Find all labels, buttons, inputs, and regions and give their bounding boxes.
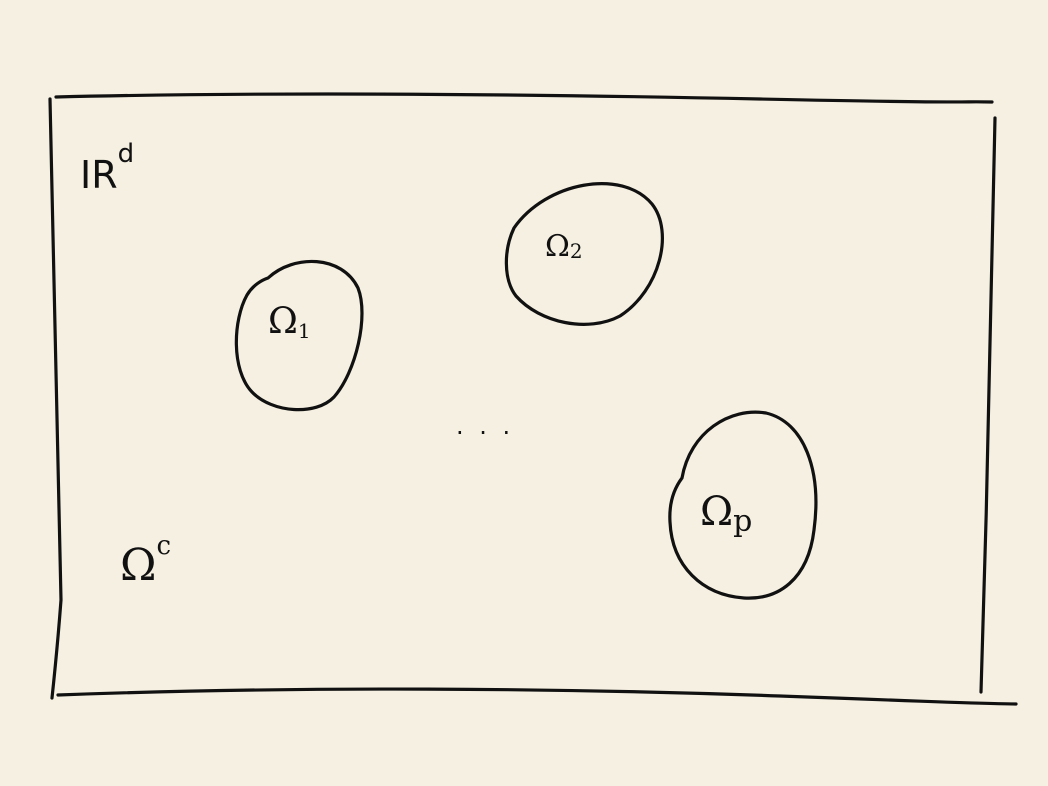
region-omega-2-subscript: 2 <box>570 239 583 263</box>
region-omega-2-boundary <box>504 182 664 326</box>
space-label-superscript: d <box>118 139 135 169</box>
complement-label-base: Ω <box>120 540 156 591</box>
complement-label: Ωc <box>120 531 171 591</box>
region-omega-p-symbol: Ω <box>700 489 733 535</box>
region-omega-2: Ω2 <box>504 182 664 326</box>
region-omega-1: Ω1 <box>234 259 364 412</box>
complement-label-superscript: c <box>156 531 171 561</box>
region-omega-1-symbol: Ω <box>268 301 298 342</box>
space-label: IRd <box>80 139 134 197</box>
space-label-base: IR <box>80 153 118 197</box>
region-omega-1-subscript: 1 <box>298 319 311 343</box>
region-omega-1-label: Ω1 <box>268 301 311 343</box>
region-omega-p-boundary <box>668 410 818 600</box>
space-frame <box>48 92 1018 706</box>
regions-ellipsis: . . . <box>456 412 514 440</box>
frame-top-edge <box>54 92 994 104</box>
region-omega-1-boundary <box>234 259 364 412</box>
frame-right-edge <box>979 116 997 694</box>
frame-left-edge <box>48 97 63 700</box>
region-omega-p-subscript: p <box>733 504 752 539</box>
region-omega-2-label: Ω2 <box>545 229 583 264</box>
region-omega-2-symbol: Ω <box>545 229 570 264</box>
region-omega-p: Ωp <box>668 410 818 600</box>
region-omega-p-label: Ωp <box>700 489 752 539</box>
frame-bottom-edge <box>56 687 1018 706</box>
